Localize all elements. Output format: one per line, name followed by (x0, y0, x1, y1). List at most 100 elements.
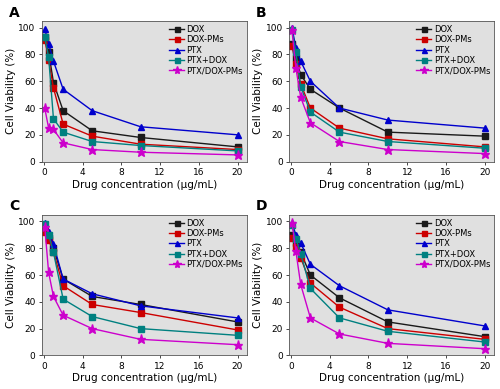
PTX/DOX-PMs (89, 147, 95, 152)
DOX (138, 135, 143, 140)
Line: PTX/DOX-PMs: PTX/DOX-PMs (288, 26, 490, 158)
PTX (138, 303, 143, 308)
PTX/DOX-PMs (138, 150, 143, 154)
DOX-PMs (138, 142, 143, 147)
PTX (46, 41, 52, 46)
Y-axis label: Cell Viability (%): Cell Viability (%) (253, 48, 263, 134)
Line: PTX+DOX: PTX+DOX (289, 28, 488, 151)
DOX-PMs (50, 86, 56, 90)
PTX (42, 221, 48, 225)
DOX (293, 240, 299, 245)
DOX (234, 145, 240, 149)
PTX/DOX-PMs (50, 294, 56, 299)
DOX-PMs (89, 302, 95, 307)
Line: DOX: DOX (289, 41, 488, 139)
PTX (385, 118, 391, 123)
PTX (42, 26, 48, 31)
DOX-PMs (385, 326, 391, 331)
DOX-PMs (482, 337, 488, 342)
PTX/DOX-PMs (138, 337, 143, 342)
PTX+DOX (293, 237, 299, 241)
Line: DOX-PMs: DOX-PMs (289, 44, 488, 150)
DOX (298, 72, 304, 77)
DOX-PMs (293, 61, 299, 66)
PTX+DOX (234, 149, 240, 153)
PTX+DOX (482, 340, 488, 344)
DOX (60, 109, 66, 113)
PTX+DOX (336, 130, 342, 135)
DOX (336, 106, 342, 110)
PTX/DOX-PMs (336, 332, 342, 336)
PTX/DOX-PMs (385, 147, 391, 152)
Line: PTX: PTX (42, 220, 240, 321)
X-axis label: Drug concentration (μg/mL): Drug concentration (μg/mL) (72, 373, 217, 384)
PTX+DOX (293, 49, 299, 54)
Line: DOX: DOX (42, 228, 240, 325)
PTX+DOX (50, 116, 56, 121)
PTX+DOX (42, 35, 48, 39)
DOX (50, 246, 56, 251)
DOX (50, 80, 56, 85)
PTX+DOX (89, 139, 95, 144)
Line: PTX: PTX (289, 25, 488, 131)
DOX-PMs (46, 58, 52, 62)
PTX/DOX-PMs (60, 140, 66, 145)
Y-axis label: Cell Viability (%): Cell Viability (%) (6, 242, 16, 328)
DOX (42, 35, 48, 39)
Line: PTX/DOX-PMs: PTX/DOX-PMs (40, 222, 242, 349)
PTX (298, 59, 304, 63)
DOX (89, 294, 95, 299)
DOX (385, 130, 391, 135)
DOX-PMs (289, 235, 295, 240)
PTX/DOX-PMs (298, 95, 304, 100)
PTX (89, 291, 95, 296)
PTX/DOX-PMs (289, 221, 295, 225)
PTX (60, 277, 66, 281)
DOX (308, 273, 314, 277)
DOX (308, 87, 314, 91)
DOX (289, 41, 295, 46)
Y-axis label: Cell Viability (%): Cell Viability (%) (6, 48, 16, 134)
DOX-PMs (385, 137, 391, 141)
PTX/DOX-PMs (482, 151, 488, 156)
DOX (46, 235, 52, 240)
PTX (385, 308, 391, 312)
DOX-PMs (293, 245, 299, 249)
Legend: DOX, DOX-PMs, PTX, PTX+DOX, PTX/DOX-PMs: DOX, DOX-PMs, PTX, PTX+DOX, PTX/DOX-PMs (414, 217, 492, 271)
PTX (336, 106, 342, 110)
PTX (293, 46, 299, 50)
PTX+DOX (89, 314, 95, 319)
Text: D: D (256, 199, 268, 213)
PTX+DOX (308, 110, 314, 114)
DOX (336, 296, 342, 300)
PTX/DOX-PMs (308, 121, 314, 125)
PTX (298, 240, 304, 245)
PTX/DOX-PMs (385, 341, 391, 346)
Line: PTX+DOX: PTX+DOX (42, 34, 240, 154)
PTX (60, 87, 66, 91)
PTX+DOX (46, 233, 52, 237)
PTX (293, 233, 299, 237)
DOX (385, 320, 391, 324)
PTX+DOX (298, 251, 304, 256)
PTX+DOX (385, 329, 391, 334)
PTX/DOX-PMs (46, 126, 52, 130)
DOX-PMs (336, 305, 342, 310)
PTX+DOX (289, 223, 295, 228)
PTX+DOX (385, 139, 391, 144)
DOX-PMs (482, 145, 488, 149)
DOX (293, 56, 299, 61)
DOX-PMs (289, 44, 295, 49)
PTX+DOX (298, 84, 304, 89)
DOX-PMs (234, 147, 240, 152)
PTX/DOX-PMs (46, 270, 52, 275)
DOX-PMs (60, 284, 66, 288)
PTX (308, 262, 314, 266)
DOX-PMs (308, 106, 314, 110)
PTX (289, 25, 295, 30)
Text: A: A (9, 5, 20, 19)
Line: DOX-PMs: DOX-PMs (42, 230, 240, 333)
PTX (89, 109, 95, 113)
Text: B: B (256, 5, 267, 19)
PTX/DOX-PMs (293, 249, 299, 253)
